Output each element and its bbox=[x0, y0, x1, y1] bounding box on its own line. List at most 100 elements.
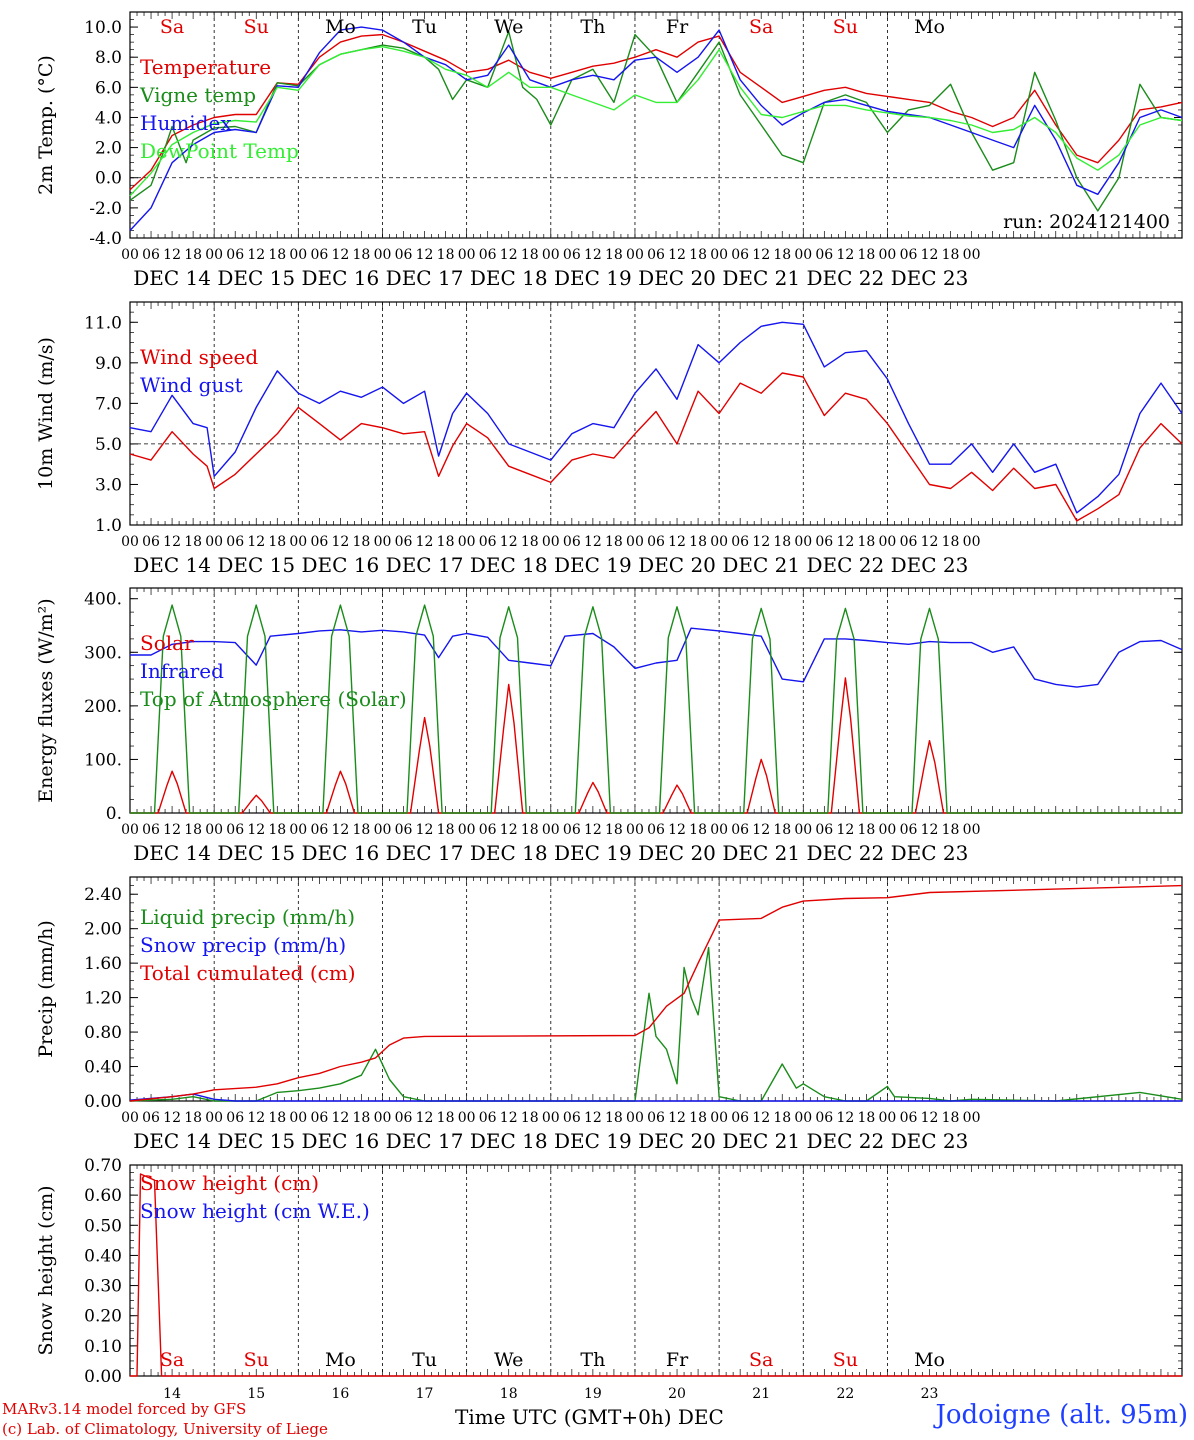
x-hour-label: 18 bbox=[268, 534, 286, 550]
x-hour-label: 18 bbox=[857, 1110, 875, 1126]
x-date-label: DEC 20 bbox=[638, 266, 716, 290]
y-tick-label: 0.00 bbox=[84, 1367, 122, 1387]
x-hour-label: 00 bbox=[289, 822, 307, 838]
x-date-label: DEC 14 bbox=[133, 1129, 211, 1153]
day-number: 23 bbox=[921, 1386, 939, 1402]
y-tick-label: 0.40 bbox=[84, 1058, 122, 1078]
x-date-label: DEC 19 bbox=[554, 841, 632, 865]
x-hour-label: 12 bbox=[584, 822, 602, 838]
x-hour-label: 06 bbox=[815, 534, 833, 550]
x-date-label: DEC 19 bbox=[554, 266, 632, 290]
day-name-top: Mo bbox=[914, 16, 945, 38]
x-hour-label: 12 bbox=[668, 822, 686, 838]
y-tick-label: 0. bbox=[106, 804, 122, 824]
x-hour-label: 12 bbox=[331, 822, 349, 838]
x-hour-label: 00 bbox=[374, 247, 392, 263]
x-hour-label: 12 bbox=[921, 534, 939, 550]
y-tick-label: 0.50 bbox=[84, 1216, 122, 1236]
x-hour-label: 00 bbox=[374, 534, 392, 550]
x-hour-label: 00 bbox=[205, 247, 223, 263]
legend-entry: Vigne temp bbox=[139, 83, 256, 107]
x-hour-label: 00 bbox=[289, 1110, 307, 1126]
x-hour-label: 12 bbox=[752, 1110, 770, 1126]
x-hour-label: 06 bbox=[310, 1110, 328, 1126]
x-hour-label: 18 bbox=[521, 247, 539, 263]
x-hour-label: 18 bbox=[605, 534, 623, 550]
day-number: 22 bbox=[836, 1386, 854, 1402]
y-tick-label: 0.40 bbox=[84, 1246, 122, 1266]
x-hour-label: 18 bbox=[689, 247, 707, 263]
legend-entry: Liquid precip (mm/h) bbox=[140, 905, 355, 929]
x-hour-label: 12 bbox=[500, 1110, 518, 1126]
x-hour-label: 06 bbox=[815, 247, 833, 263]
x-hour-label: 00 bbox=[710, 247, 728, 263]
x-hour-label: 06 bbox=[310, 822, 328, 838]
x-hour-label: 12 bbox=[668, 247, 686, 263]
x-hour-label: 18 bbox=[184, 247, 202, 263]
y-tick-label: -2.0 bbox=[89, 199, 122, 219]
x-hour-label: 06 bbox=[395, 534, 413, 550]
x-hour-label: 18 bbox=[857, 247, 875, 263]
day-name-bottom: Mo bbox=[325, 1349, 356, 1371]
x-hour-label: 06 bbox=[563, 247, 581, 263]
x-hour-label: 06 bbox=[395, 1110, 413, 1126]
x-hour-label: 18 bbox=[942, 1110, 960, 1126]
x-hour-label: 06 bbox=[142, 1110, 160, 1126]
x-hour-label: 00 bbox=[794, 1110, 812, 1126]
x-date-label: DEC 16 bbox=[302, 841, 380, 865]
x-hour-label: 00 bbox=[626, 534, 644, 550]
x-hour-label: 18 bbox=[437, 534, 455, 550]
day-name-top: Su bbox=[244, 16, 269, 38]
x-hour-label: 00 bbox=[794, 534, 812, 550]
y-tick-label: 2.40 bbox=[84, 885, 122, 905]
x-hour-label: 18 bbox=[437, 1110, 455, 1126]
x-hour-label: 06 bbox=[226, 534, 244, 550]
x-date-label: DEC 23 bbox=[891, 1129, 969, 1153]
day-name-bottom: We bbox=[494, 1349, 523, 1371]
y-tick-label: 200. bbox=[84, 697, 122, 717]
panel-frame bbox=[129, 301, 1183, 526]
x-hour-label: 06 bbox=[731, 1110, 749, 1126]
x-hour-label: 12 bbox=[163, 1110, 181, 1126]
x-date-label: DEC 20 bbox=[638, 841, 716, 865]
x-hour-label: 00 bbox=[542, 247, 560, 263]
x-hour-label: 00 bbox=[205, 534, 223, 550]
x-hour-label: 00 bbox=[963, 1110, 981, 1126]
y-axis-label: Precip (mm/h) bbox=[35, 920, 57, 1058]
y-tick-label: 0.80 bbox=[84, 1023, 122, 1043]
x-hour-label: 12 bbox=[500, 534, 518, 550]
day-number: 15 bbox=[247, 1386, 265, 1402]
x-date-label: DEC 16 bbox=[302, 553, 380, 577]
day-number: 16 bbox=[331, 1386, 349, 1402]
x-hour-label: 18 bbox=[773, 534, 791, 550]
y-tick-label: 9.0 bbox=[95, 354, 122, 374]
x-hour-label: 00 bbox=[205, 1110, 223, 1126]
x-date-label: DEC 17 bbox=[386, 841, 464, 865]
x-hour-label: 00 bbox=[626, 1110, 644, 1126]
legend-entry: Snow height (cm) bbox=[140, 1171, 319, 1195]
y-tick-label: 11.0 bbox=[84, 313, 122, 333]
x-hour-label: 00 bbox=[458, 822, 476, 838]
x-hour-label: 12 bbox=[247, 1110, 265, 1126]
x-hour-label: 12 bbox=[331, 247, 349, 263]
x-hour-label: 18 bbox=[942, 247, 960, 263]
credit-model: MARv3.14 model forced by GFS bbox=[2, 1400, 247, 1418]
station-name: Jodoigne (alt. 95m) bbox=[935, 1400, 1188, 1430]
x-hour-label: 06 bbox=[142, 822, 160, 838]
x-date-label: DEC 14 bbox=[133, 553, 211, 577]
x-hour-label: 12 bbox=[836, 247, 854, 263]
x-hour-label: 06 bbox=[395, 247, 413, 263]
x-hour-label: 00 bbox=[458, 1110, 476, 1126]
y-tick-label: 5.0 bbox=[95, 435, 122, 455]
x-hour-label: 00 bbox=[710, 1110, 728, 1126]
day-name-bottom: Mo bbox=[914, 1349, 945, 1371]
x-hour-label: 06 bbox=[647, 534, 665, 550]
day-number: 20 bbox=[668, 1386, 686, 1402]
x-hour-label: 00 bbox=[121, 822, 139, 838]
x-hour-label: 18 bbox=[268, 822, 286, 838]
series-line-dewpoint-temp bbox=[129, 46, 1183, 197]
day-name-top: Sa bbox=[160, 16, 184, 38]
x-date-label: DEC 19 bbox=[554, 553, 632, 577]
x-date-label: DEC 18 bbox=[470, 1129, 548, 1153]
x-date-label: DEC 22 bbox=[806, 841, 884, 865]
